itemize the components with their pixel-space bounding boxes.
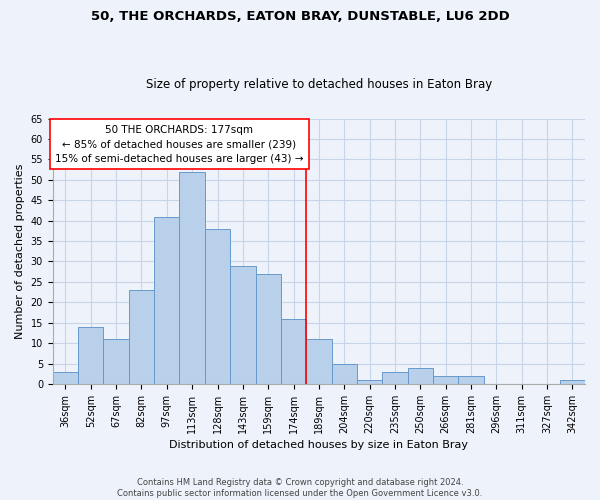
Title: Size of property relative to detached houses in Eaton Bray: Size of property relative to detached ho… [146, 78, 492, 91]
Bar [560, 380, 585, 384]
Bar [407, 368, 433, 384]
Bar [179, 172, 205, 384]
Text: 50, THE ORCHARDS, EATON BRAY, DUNSTABLE, LU6 2DD: 50, THE ORCHARDS, EATON BRAY, DUNSTABLE,… [91, 10, 509, 23]
Text: Contains HM Land Registry data © Crown copyright and database right 2024.
Contai: Contains HM Land Registry data © Crown c… [118, 478, 482, 498]
Bar [357, 380, 382, 384]
Bar [433, 376, 458, 384]
X-axis label: Distribution of detached houses by size in Eaton Bray: Distribution of detached houses by size … [169, 440, 469, 450]
Bar [281, 318, 306, 384]
Bar [332, 364, 357, 384]
Bar [154, 216, 179, 384]
Bar [306, 339, 332, 384]
Bar [205, 229, 230, 384]
Bar [382, 372, 407, 384]
Bar [256, 274, 281, 384]
Bar [78, 327, 103, 384]
Bar [458, 376, 484, 384]
Y-axis label: Number of detached properties: Number of detached properties [15, 164, 25, 339]
Text: 50 THE ORCHARDS: 177sqm
← 85% of detached houses are smaller (239)
15% of semi-d: 50 THE ORCHARDS: 177sqm ← 85% of detache… [55, 124, 304, 164]
Bar [230, 266, 256, 384]
Bar [103, 339, 129, 384]
Bar [53, 372, 78, 384]
Bar [129, 290, 154, 384]
